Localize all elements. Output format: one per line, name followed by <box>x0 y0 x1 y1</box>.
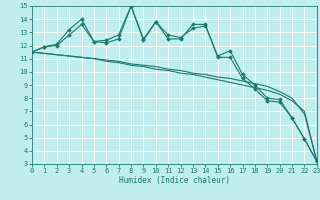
X-axis label: Humidex (Indice chaleur): Humidex (Indice chaleur) <box>119 176 230 185</box>
